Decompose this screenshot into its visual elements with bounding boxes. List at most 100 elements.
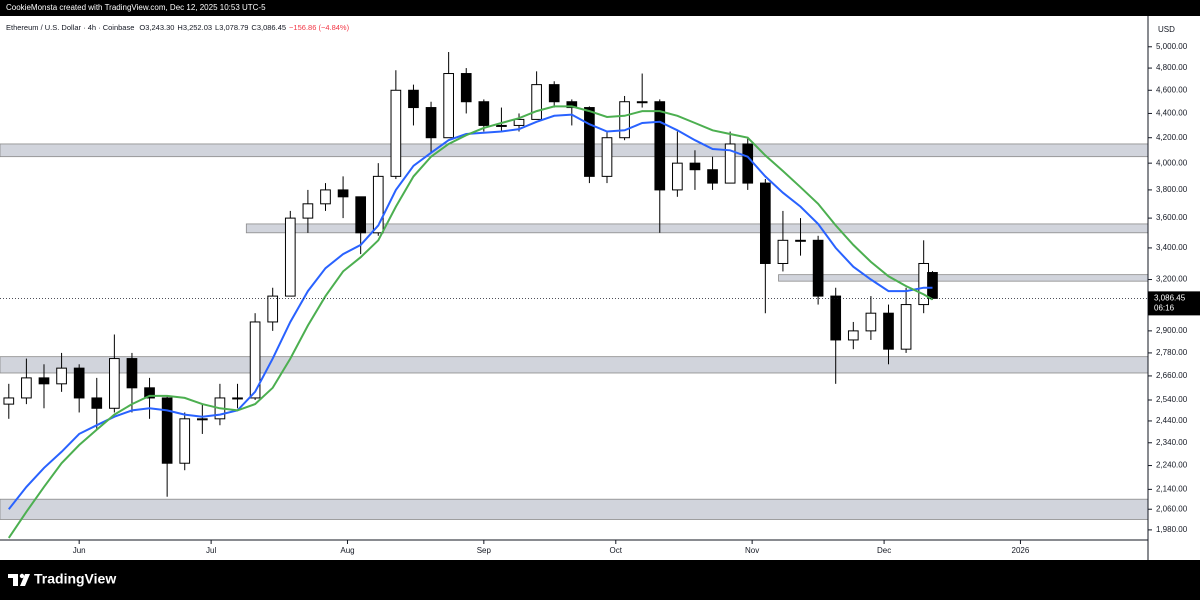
y-tick-label: 2,240.00	[1156, 461, 1188, 470]
candle-body	[179, 418, 191, 464]
y-tick-label: 2,780.00	[1156, 348, 1188, 357]
candle-body	[144, 387, 155, 399]
y-tick-label: 2,340.00	[1156, 438, 1188, 447]
candle-body	[601, 137, 613, 177]
candle-body	[636, 101, 648, 104]
x-tick-label: Jul	[206, 546, 216, 555]
candle-body	[390, 89, 402, 177]
y-tick-label: 2,540.00	[1156, 395, 1188, 404]
symbol: Ethereum / U.S. Dollar · 4h · Coinbase	[6, 23, 134, 32]
x-tick-label: Oct	[610, 546, 623, 555]
chart-area	[0, 16, 1200, 560]
candle-body	[3, 397, 15, 405]
candle-body	[496, 124, 507, 127]
candle-body	[707, 169, 718, 184]
candle-body	[812, 239, 824, 297]
moving-average	[7, 105, 934, 539]
y-tick-label: 5,000.00	[1156, 42, 1188, 51]
candle-body	[566, 101, 578, 109]
logo-dot	[19, 573, 25, 579]
ohlc-label: H3,252.03	[177, 23, 212, 32]
candle-body	[777, 239, 789, 264]
candle-body	[460, 73, 472, 103]
x-tick-label: Aug	[340, 546, 354, 555]
candle-body	[759, 182, 771, 264]
y-tick-label: 2,900.00	[1156, 326, 1188, 335]
moving-average	[8, 113, 933, 510]
candle-body	[91, 397, 103, 409]
last-price-label: 3,086.45	[1154, 293, 1186, 302]
y-tick-label: 2,140.00	[1156, 484, 1188, 493]
countdown: 06:16	[1154, 303, 1175, 312]
ohlc-label: C3,086.45	[251, 23, 286, 32]
candle-body	[196, 418, 208, 421]
ohlc-label: O3,243.30	[139, 23, 174, 32]
y-tick-label: 1,980.00	[1156, 525, 1188, 534]
candle-body	[672, 162, 683, 191]
candle-body	[337, 189, 349, 198]
candle-body	[408, 89, 419, 109]
x-tick-label: Jun	[73, 546, 86, 555]
ohlc-label: −156.86 (−4.84%)	[289, 23, 350, 32]
y-tick-label: 4,600.00	[1156, 85, 1188, 94]
zone	[0, 498, 1149, 520]
candle-body	[654, 101, 666, 191]
y-tick-label: 3,400.00	[1156, 243, 1188, 252]
symbol-legend: Ethereum / U.S. Dollar · 4h · Coinbase O3…	[6, 23, 350, 32]
candle-body	[232, 397, 243, 400]
candle-body	[830, 295, 842, 341]
x-tick-label: Nov	[745, 546, 759, 555]
candle-body	[883, 312, 894, 350]
candle-body	[900, 304, 912, 350]
candle-body	[478, 101, 490, 126]
candle-body	[355, 196, 367, 234]
y-tick-label: 2,440.00	[1156, 416, 1188, 425]
last-price-box	[1148, 291, 1200, 316]
candle-body	[73, 367, 85, 399]
candle-body	[284, 217, 296, 297]
candle-body	[619, 101, 630, 139]
candle-body	[21, 377, 32, 399]
candle-body	[513, 118, 525, 126]
y-tick-label: 3,600.00	[1156, 213, 1188, 222]
zone	[0, 356, 1149, 374]
y-tick-label: 3,200.00	[1156, 275, 1188, 284]
x-tick-label: Sep	[477, 546, 492, 555]
candle-body	[372, 175, 384, 234]
zone	[0, 143, 1149, 158]
candle-body	[302, 203, 314, 219]
logo: TradingView	[8, 571, 116, 587]
candle-body	[548, 84, 560, 103]
y-tick-label: 4,800.00	[1156, 63, 1188, 72]
logo-icon	[8, 574, 30, 586]
candle-body	[249, 321, 261, 399]
candle-body	[425, 107, 437, 139]
candle-body	[38, 377, 50, 385]
candle-body	[443, 73, 454, 139]
y-tick-label: 2,060.00	[1156, 504, 1188, 513]
candle-body	[847, 330, 859, 341]
candle-body	[865, 312, 877, 332]
y-tick-label: 4,000.00	[1156, 158, 1188, 167]
currency: USD	[1158, 25, 1175, 34]
candle-body	[689, 162, 701, 171]
x-tick-label: Dec	[877, 546, 891, 555]
x-tick-label: 2026	[1012, 546, 1030, 555]
candle-body	[584, 107, 595, 177]
candle-body	[531, 84, 542, 120]
candle-body	[56, 367, 67, 385]
candle-body	[742, 143, 754, 184]
candle-body	[126, 358, 138, 389]
candle-body	[161, 397, 173, 464]
y-tick-label: 3,800.00	[1156, 185, 1188, 194]
candle-body	[109, 358, 120, 409]
candle-body	[724, 143, 736, 184]
candle-body	[927, 272, 938, 299]
y-tick-label: 4,200.00	[1156, 133, 1188, 142]
y-tick-label: 4,400.00	[1156, 109, 1188, 118]
attribution: CookieMonsta created with TradingView.co…	[6, 3, 266, 12]
ohlc-label: L3,078.79	[215, 23, 248, 32]
y-tick-label: 2,660.00	[1156, 371, 1188, 380]
